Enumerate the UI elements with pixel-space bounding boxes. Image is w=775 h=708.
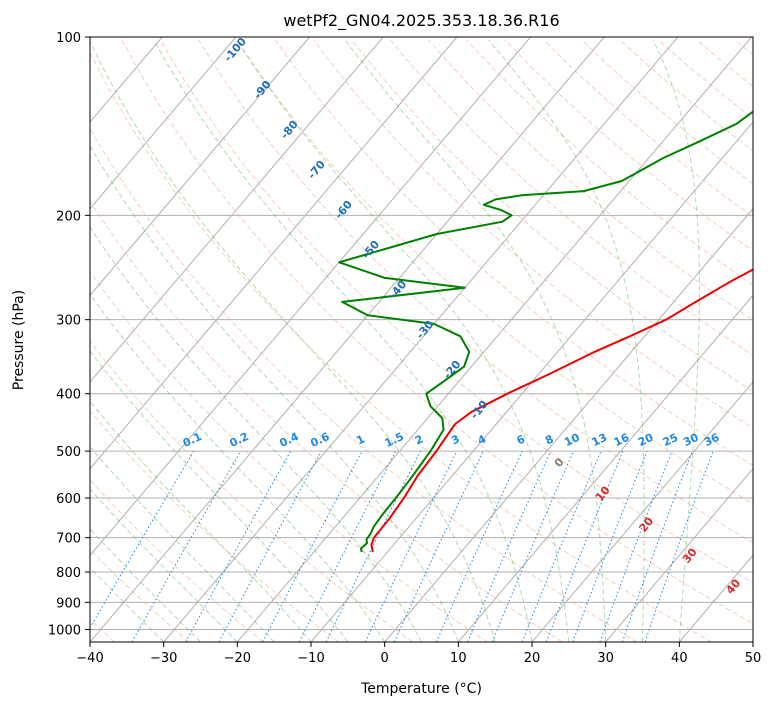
mixing-ratio-line (467, 450, 552, 642)
moist-adiabat-line (153, 39, 533, 642)
dewpoint-profile-line (338, 110, 753, 553)
moist-adiabat-line (90, 350, 349, 642)
plot-area (90, 37, 753, 642)
mixing-ratio-line (599, 450, 673, 642)
mixing-ratio-label: 16 (612, 431, 632, 449)
moist-adiabat-line (90, 40, 496, 642)
y-tick-label: 300 (56, 314, 81, 329)
isotherm-line (90, 37, 531, 557)
dry-adiabat-line (90, 200, 563, 642)
y-tick-label: 1000 (48, 623, 81, 638)
y-tick-label: 700 (56, 532, 81, 547)
series-layer (338, 110, 753, 553)
dry-adiabat-line (159, 39, 753, 584)
isotherm-line (163, 37, 679, 642)
x-tick-label: 20 (524, 651, 541, 666)
dry-adiabat-line (428, 39, 753, 321)
dry-adiabat-line (351, 39, 753, 392)
x-tick-label: −40 (76, 651, 103, 666)
dry-adiabat-line (90, 127, 638, 642)
moist-adiabat-line (90, 528, 201, 642)
isotherm-line (90, 37, 384, 383)
mixing-ratio-line (521, 450, 602, 642)
isotherm-line (90, 37, 237, 210)
x-tick-label: 0 (381, 651, 389, 666)
y-tick-label: 500 (56, 445, 81, 460)
mixing-ratio-label: 30 (681, 431, 701, 449)
isotherm-line (90, 37, 605, 642)
isotherm-line (236, 37, 752, 642)
mixing-ratio-line (644, 450, 714, 642)
mixing-ratio-label: 20 (636, 431, 656, 449)
dry-adiabat-line (389, 39, 753, 356)
x-axis-title: Temperature (°C) (360, 681, 482, 697)
moist-adiabat-line (488, 39, 645, 642)
x-tick-label: 30 (597, 651, 614, 666)
moist-adiabat-line (90, 446, 275, 642)
isotherm-line (457, 294, 753, 642)
dry-adiabat-line (90, 340, 414, 642)
isotherm-line (310, 121, 753, 642)
moist-adiabat-line (90, 144, 459, 642)
x-tick-label: 10 (450, 651, 467, 666)
y-tick-label: 800 (56, 566, 81, 581)
x-tick-label: −30 (150, 651, 177, 666)
temperature-profile-line (370, 268, 753, 553)
mixing-ratio-line (572, 450, 648, 642)
dry-adiabat-line (121, 39, 753, 625)
isotherm-line (384, 207, 753, 642)
isotherm-line (90, 37, 458, 470)
mixing-ratio-label: 10 (562, 431, 582, 449)
mixing-ratio-line (545, 450, 624, 642)
axis-layer: −40 −30 −20 −10 0 10 20 30 40 50 100 200 300 400 500 60… (48, 31, 761, 666)
mixing-ratio-label: 25 (661, 431, 680, 449)
x-tick-label: −20 (224, 651, 251, 666)
mixing-ratio-line (621, 450, 693, 642)
moist-adiabat-line (236, 39, 570, 642)
y-tick-label: 200 (56, 209, 81, 224)
mixing-ratio-line (298, 450, 397, 642)
mixing-ratio-line (185, 450, 292, 642)
dry-adiabat-line (90, 271, 488, 642)
y-tick-label: 900 (56, 596, 81, 611)
mixing-ratio-label: 13 (590, 431, 609, 449)
isotherm-line (605, 467, 753, 642)
moist-adiabat-line (652, 39, 700, 642)
dry-adiabat-line (543, 39, 753, 218)
mixing-ratio-line (491, 450, 574, 642)
dry-adiabat-line (466, 39, 753, 286)
dry-adiabat-line (90, 51, 712, 642)
x-tick-label: 40 (671, 651, 688, 666)
dry-adiabat-line (619, 39, 753, 152)
x-tick-label: −10 (297, 651, 324, 666)
plot-frame (89, 36, 754, 643)
mixing-ratio-label: 36 (702, 431, 722, 449)
grid-layer (90, 37, 753, 642)
moist-adiabat-line (90, 226, 422, 642)
moist-adiabat-line (344, 39, 607, 642)
y-tick-label: 400 (56, 388, 81, 403)
y-axis-title: Pressure (hPa) (11, 290, 27, 390)
isotherm-line (531, 381, 753, 642)
x-tick-label: 50 (745, 651, 762, 666)
mixing-ratio-line (435, 450, 523, 642)
moist-adiabat-line (90, 488, 238, 642)
mixing-ratio-line (218, 450, 322, 642)
y-tick-label: 100 (56, 31, 81, 46)
y-tick-label: 600 (56, 492, 81, 507)
chart-title: wetPf2_GN04.2025.353.18.36.R16 (283, 11, 559, 31)
dry-adiabat-line (236, 39, 753, 505)
moist-adiabat-line (90, 400, 312, 642)
